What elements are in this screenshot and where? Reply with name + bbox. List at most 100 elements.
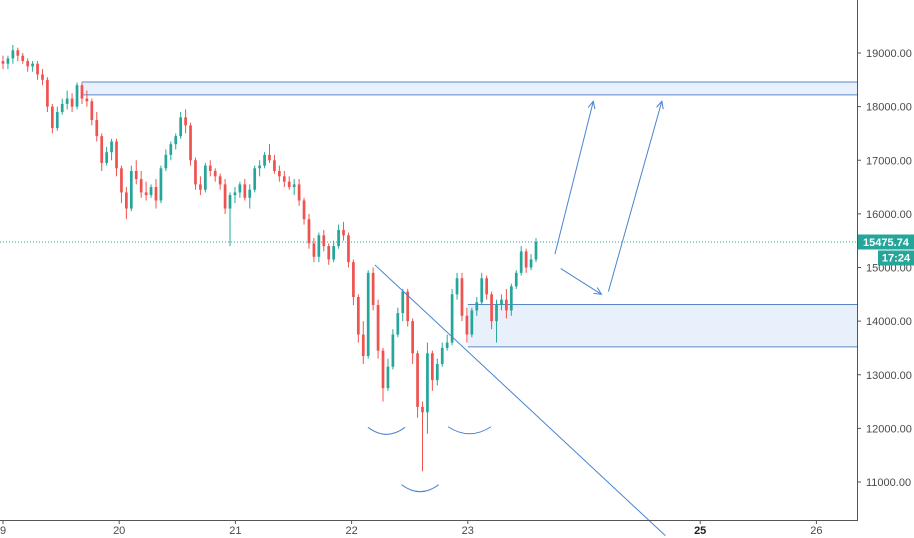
candle-body [203,165,207,190]
price-axis[interactable]: 19000.00 18000.00 17000.00 16000.00 15000.00… [857,0,912,520]
projection-arrow [560,268,602,295]
candle-body [376,305,380,351]
time-axis[interactable]: 9 20 21 22 23 25 26 [0,520,858,537]
candle-body [287,181,291,188]
annotations [367,100,666,536]
price-tick-label: 16000.00 [866,209,912,221]
candle-body [11,50,15,59]
candle-body [366,272,370,356]
candle-body [371,272,375,306]
candle-body [450,294,454,343]
candle-body [292,184,296,188]
time-tick-label: 26 [810,525,822,537]
candle-body [1,61,5,64]
countdown-badge-bg [878,250,914,266]
candle-body [431,353,434,381]
candle-body [490,294,493,322]
current-price-label: 15475.74 [863,237,910,249]
candle-body [386,366,390,389]
candle-body [391,334,395,367]
candle-body [455,278,459,295]
candle-body [411,321,414,354]
candle-body [307,219,311,244]
candle-body [505,299,508,311]
candle-body [139,179,143,193]
candle-body [36,63,39,75]
candle-body [302,200,306,220]
candle-body [125,192,128,209]
candle-body [31,63,34,67]
candle-body [356,296,360,335]
candle-body [16,50,20,56]
candle-body [465,315,469,335]
zone-fill [82,81,858,95]
candle-body [268,154,271,161]
candle-body [263,154,266,166]
time-tick-label: 9 [0,525,6,537]
candles [1,44,538,472]
candle-body [189,125,192,161]
time-tick-label: 25 [694,525,706,537]
candle-body [159,168,163,201]
candle-body [120,168,123,193]
candle-body [282,176,286,182]
projection-arrow-head [593,287,603,295]
time-tick-label: 22 [345,525,357,537]
candle-body [228,195,232,209]
candle-body [327,246,331,260]
candle-body [347,235,350,263]
candle-body [199,184,202,190]
candle-body [258,165,261,169]
pattern-arc [401,484,440,493]
candle-body [164,154,168,169]
candle-body [401,291,405,314]
candle-body [65,98,69,104]
price-tick-label: 11000.00 [866,477,911,489]
current-price-badge: 15475.74 17:24 [858,234,914,266]
price-tick-label: 19000.00 [866,48,912,60]
candle-body [332,246,336,260]
candle-body [337,229,340,247]
candle-body [218,176,222,185]
candle-body [519,251,523,273]
zone-fill [467,304,857,347]
candle-body [26,61,30,67]
candle-body [509,286,513,311]
candle-body [154,187,158,201]
candle-body [179,117,183,137]
candle-body [184,117,187,126]
projection-arrow [607,101,663,292]
candle-body [312,243,316,257]
price-tick-label: 12000.00 [866,423,912,435]
price-tick-label: 17000.00 [866,155,912,167]
candle-body [297,184,301,201]
candle-body [445,342,449,348]
candle-body [169,144,173,155]
candle-body [46,79,49,107]
candle-body [470,310,474,335]
candle-body [144,192,148,196]
candle-body [90,101,94,121]
candle-body [273,160,276,171]
pattern-arc [367,426,406,435]
price-tick-label: 15000.00 [866,263,912,275]
candle-body [485,278,489,295]
candle-body [524,251,528,268]
candle-body [55,111,59,129]
candle-body [194,160,197,185]
candle-body [105,152,108,163]
candle-body [134,170,138,180]
candle-body [129,170,133,209]
candle-body [243,184,247,198]
candle-body [381,350,385,389]
countdown-label: 17:24 [882,252,911,264]
candle-body [253,168,257,190]
candle-body [70,98,74,107]
candle-body [426,353,429,413]
candle-body [435,364,439,381]
candle-body [514,272,518,287]
candle-body [115,141,118,169]
projection-arrow-head [587,100,596,110]
candle-body [238,184,242,193]
